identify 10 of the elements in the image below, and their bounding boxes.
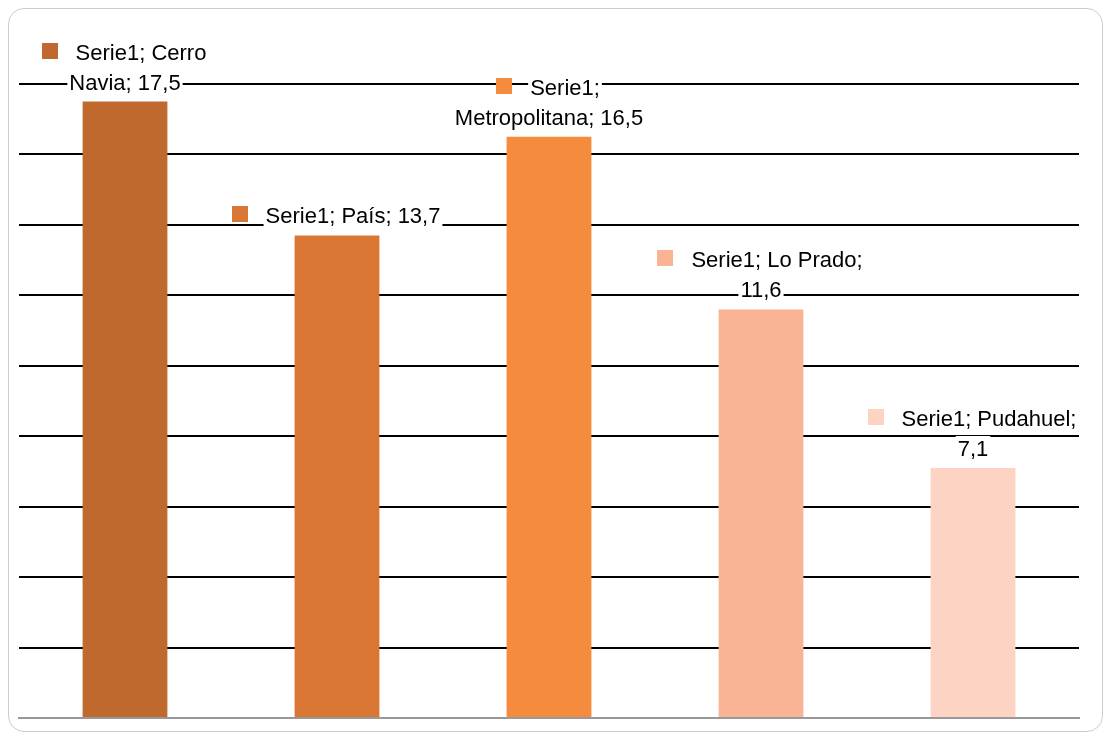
data-label: Serie1; País; 13,7 [265, 203, 441, 229]
data-label: Serie1; Pudahuel; 7,1 [901, 405, 1077, 461]
bar [718, 309, 804, 717]
bar [294, 235, 380, 717]
bar [82, 101, 168, 717]
data-label: Serie1; Lo Prado; 11,6 [691, 247, 863, 303]
bar [506, 136, 592, 717]
bar [930, 467, 1016, 717]
data-label: Serie1; Cerro Navia; 17,5 [69, 39, 207, 95]
data-label: Serie1; Metropolitana; 16,5 [454, 74, 644, 130]
